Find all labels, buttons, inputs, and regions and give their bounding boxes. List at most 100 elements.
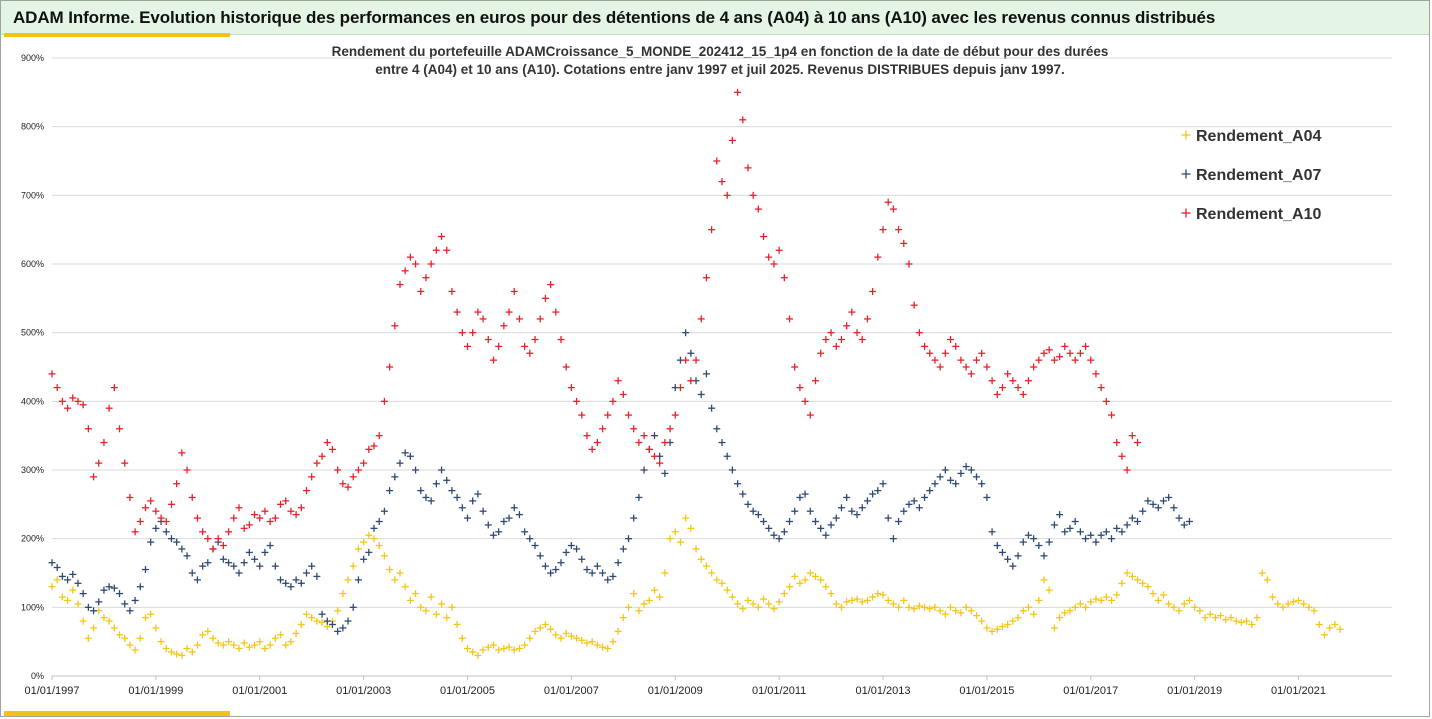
point-rendement-a04 [1279,603,1287,611]
point-rendement-a04 [235,645,243,653]
point-rendement-a04 [697,555,705,563]
point-rendement-a04 [152,624,160,632]
point-rendement-a10 [302,487,310,495]
point-rendement-a10 [848,308,856,316]
point-rendement-a10 [1123,466,1131,474]
point-rendement-a07 [1165,493,1173,501]
point-rendement-a07 [702,370,710,378]
point-rendement-a07 [843,493,851,501]
accent-bar-top [4,33,230,37]
point-rendement-a10 [947,336,955,344]
x-tick-label: 01/01/1997 [24,685,79,697]
point-rendement-a07 [910,497,918,505]
point-rendement-a07 [734,480,742,488]
point-rendement-a07 [458,504,466,512]
point-rendement-a04 [204,627,212,635]
point-rendement-a07 [640,466,648,474]
point-rendement-a10 [645,445,653,453]
point-rendement-a04 [869,593,877,601]
point-rendement-a04 [438,600,446,608]
point-rendement-a04 [650,586,658,594]
point-rendement-a10 [905,260,913,268]
point-rendement-a07 [619,545,627,553]
point-rendement-a10 [915,329,923,337]
point-rendement-a04 [692,545,700,553]
point-rendement-a07 [370,524,378,532]
x-tick-label: 01/01/1999 [128,685,183,697]
point-rendement-a10 [401,267,409,275]
point-rendement-a04 [998,623,1006,631]
point-rendement-a04 [1071,603,1079,611]
point-rendement-a04 [983,624,991,632]
point-rendement-a07 [863,497,871,505]
point-rendement-a07 [827,521,835,529]
point-rendement-a04 [708,569,716,577]
point-rendement-a04 [630,590,638,598]
point-rendement-a07 [1154,504,1162,512]
point-rendement-a07 [874,487,882,495]
point-rendement-a10 [874,253,882,261]
point-rendement-a07 [438,466,446,474]
point-rendement-a04 [1045,586,1053,594]
point-rendement-a10 [786,315,794,323]
point-rendement-a07 [1071,518,1079,525]
point-rendement-a10 [1009,377,1017,385]
point-rendement-a10 [541,294,549,302]
point-rendement-a07 [915,504,923,512]
point-rendement-a07 [723,452,731,460]
series-rendement-a10 [48,88,1142,553]
point-rendement-a04 [225,638,233,646]
point-rendement-a07 [895,518,903,525]
point-rendement-a07 [521,528,529,536]
point-rendement-a04 [1274,600,1282,608]
point-rendement-a07 [401,449,409,457]
point-rendement-a04 [687,524,695,532]
point-rendement-a04 [240,639,248,647]
point-rendement-a04 [474,651,482,659]
point-rendement-a10 [1092,370,1100,378]
point-rendement-a04 [380,552,388,560]
point-rendement-a04 [666,535,674,543]
point-rendement-a04 [448,603,456,611]
point-rendement-a10 [1040,349,1048,357]
point-rendement-a10 [251,511,259,519]
point-rendement-a10 [811,377,819,385]
point-rendement-a07 [69,570,77,578]
point-rendement-a04 [256,638,264,646]
point-rendement-a04 [625,603,633,611]
point-rendement-a04 [1102,593,1110,601]
legend-label-rendement-a07: Rendement_A07 [1196,167,1321,184]
point-rendement-a07 [126,607,134,615]
point-rendement-a07 [760,518,768,525]
point-rendement-a04 [406,596,414,604]
y-tick-label: 500% [21,328,44,338]
point-rendement-a10 [287,507,295,515]
point-rendement-a04 [48,583,56,591]
point-rendement-a04 [915,602,923,610]
point-rendement-a10 [952,342,960,350]
point-rendement-a04 [349,562,357,570]
point-rendement-a04 [832,600,840,608]
chart-title-block: Rendement du portefeuille ADAMCroissance… [190,43,1250,79]
y-tick-label: 100% [21,602,44,612]
point-rendement-a10 [131,528,139,536]
point-rendement-a07 [1019,538,1027,546]
point-rendement-a04 [578,636,586,644]
point-rendement-a04 [557,634,565,642]
point-rendement-a07 [593,562,601,570]
point-rendement-a04 [219,641,227,649]
point-rendement-a04 [188,648,196,656]
point-rendement-a10 [656,459,664,467]
point-rendement-a04 [79,617,87,625]
point-rendement-a04 [1222,616,1230,624]
point-rendement-a04 [614,627,622,635]
point-rendement-a04 [1009,617,1017,625]
point-rendement-a07 [453,493,461,501]
point-rendement-a07 [469,497,477,505]
legend-marker-rendement-a04 [1181,130,1191,140]
point-rendement-a07 [796,493,804,501]
point-rendement-a07 [786,518,794,525]
point-rendement-a04 [110,624,118,632]
point-rendement-a04 [988,627,996,635]
